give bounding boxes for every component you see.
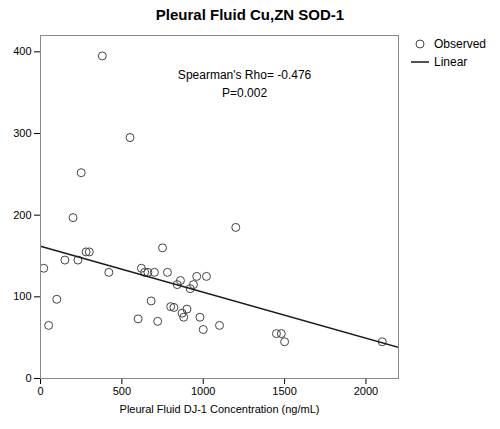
- html-text:Linear: Linear: [434, 55, 468, 69]
- svg-text:2000: 2000: [354, 385, 378, 397]
- html-text:Pleural Fluid Cu,ZN SOD-1: Pleural Fluid Cu,ZN SOD-1: [155, 6, 345, 23]
- svg-text:300: 300: [13, 127, 31, 139]
- svg-text:400: 400: [13, 45, 31, 57]
- svg-text:1000: 1000: [191, 385, 215, 397]
- svg-text:1500: 1500: [272, 385, 296, 397]
- svg-text:Pleural Fluid DJ-1 Concentrati: Pleural Fluid DJ-1 Concentration (ng/mL): [120, 403, 320, 415]
- svg-text:200: 200: [13, 209, 31, 221]
- svg-text:100: 100: [13, 290, 31, 302]
- html-text:Observed: Observed: [434, 37, 486, 51]
- svg-text:Spearman's Rho= -0.476P=0.002: Spearman's Rho= -0.476P=0.002: [178, 68, 312, 100]
- svg-text:500: 500: [113, 385, 131, 397]
- svg-text:0: 0: [37, 385, 43, 397]
- svg-text:0: 0: [25, 372, 31, 384]
